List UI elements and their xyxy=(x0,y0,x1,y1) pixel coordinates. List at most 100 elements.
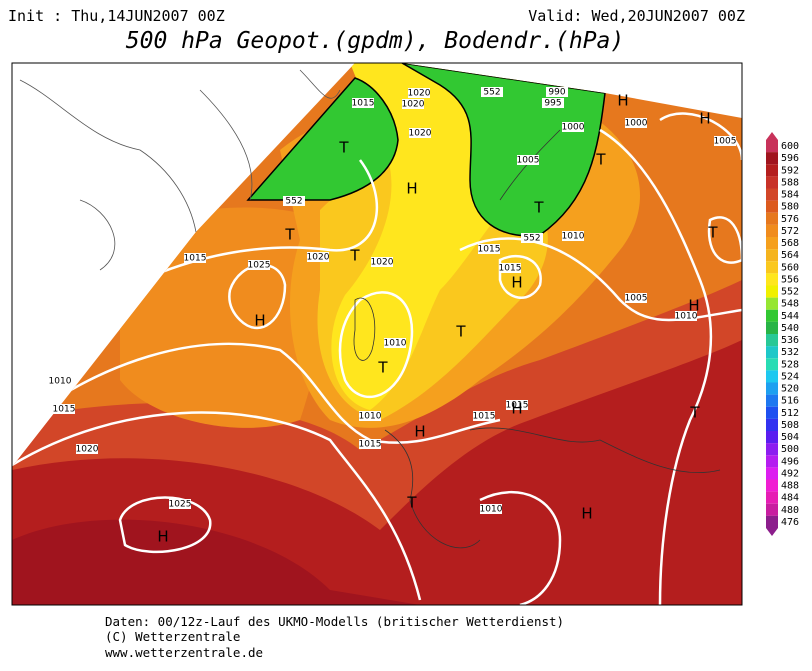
isobar-label-box xyxy=(352,98,374,108)
colorbar-swatch xyxy=(766,418,778,431)
isobar-label-box xyxy=(408,88,430,98)
isobar-label: 552 xyxy=(523,234,540,244)
isobar-label: 1015 xyxy=(352,99,375,109)
isobar-label: 1025 xyxy=(169,500,192,510)
colorbar-swatch xyxy=(766,467,778,480)
pressure-center: H xyxy=(581,505,592,523)
isobar-label: 1020 xyxy=(402,100,425,110)
colorbar-label: 548 xyxy=(781,299,799,310)
colorbar-swatch xyxy=(766,237,778,250)
isobar-label-box xyxy=(402,99,424,109)
pressure-center: H xyxy=(414,423,425,441)
isobar-label-box xyxy=(499,263,521,273)
colorbar-label: 600 xyxy=(781,141,799,152)
isobar-label-box xyxy=(562,231,584,241)
colorbar-swatch xyxy=(766,285,778,298)
isobar-label: 1020 xyxy=(371,258,394,268)
isobar-label-box xyxy=(625,293,647,303)
isobar-label-box xyxy=(76,444,98,454)
isobar-label: 1015 xyxy=(473,412,496,422)
pressure-center: H xyxy=(511,274,522,292)
isobar-label: 1015 xyxy=(53,405,76,415)
pressure-center: T xyxy=(284,226,295,244)
colorbar-swatch xyxy=(766,443,778,456)
colorbar-swatch xyxy=(766,346,778,359)
colorbar-label: 524 xyxy=(781,371,799,382)
colorbar-cap xyxy=(766,132,778,140)
isobar-label: 990 xyxy=(548,88,565,98)
isobar-label: 995 xyxy=(544,99,561,109)
pressure-center: T xyxy=(338,139,349,157)
colorbar-label: 592 xyxy=(781,165,799,176)
colorbar-swatch xyxy=(766,455,778,468)
isobar-label: 1015 xyxy=(478,245,501,255)
colorbar-cap xyxy=(766,528,778,536)
pressure-center: T xyxy=(455,323,466,341)
pressure-center: T xyxy=(595,151,606,169)
colorbar-label: 544 xyxy=(781,311,799,322)
colorbar-swatch xyxy=(766,224,778,237)
colorbar-swatch xyxy=(766,249,778,262)
pressure-center: H xyxy=(699,110,710,128)
colorbar-swatch xyxy=(766,394,778,407)
colorbar-swatch xyxy=(766,479,778,492)
colorbar-label: 572 xyxy=(781,226,799,237)
colorbar-label: 564 xyxy=(781,250,799,261)
isobar-label-box xyxy=(625,118,647,128)
colorbar-swatch xyxy=(766,382,778,395)
isobar-label-box xyxy=(409,128,431,138)
isobar-label: 1015 xyxy=(184,254,207,264)
isobar-label: 552 xyxy=(483,88,500,98)
isobar-label-box xyxy=(283,196,305,206)
isobar-label-box xyxy=(542,98,564,108)
colorbar-swatch xyxy=(766,515,778,528)
footer-line: www.wetterzentrale.de xyxy=(105,645,263,660)
isobar-label-box xyxy=(359,439,381,449)
isobar-label-box xyxy=(371,257,393,267)
isobar-label-box xyxy=(506,400,528,410)
colorbar-swatch xyxy=(766,200,778,213)
colorbar-swatch xyxy=(766,503,778,516)
isobar-label-box xyxy=(481,87,503,97)
isobar-label: 552 xyxy=(285,197,302,207)
isobar-label: 1020 xyxy=(76,445,99,455)
colorbar-swatch xyxy=(766,358,778,371)
pressure-center: H xyxy=(511,400,522,418)
pressure-center: T xyxy=(349,247,360,265)
colorbar-label: 520 xyxy=(781,384,799,395)
colorbar-swatch xyxy=(766,164,778,177)
isobar-label: 1010 xyxy=(359,412,382,422)
colorbar-swatch xyxy=(766,152,778,165)
coastlines xyxy=(19,69,341,271)
isobar-label: 1005 xyxy=(517,156,540,166)
colorbar-swatch xyxy=(766,261,778,274)
isobar-label: 1010 xyxy=(384,339,407,349)
colorbar-label: 528 xyxy=(781,359,799,370)
colorbar-label: 496 xyxy=(781,456,799,467)
isobar-label-box xyxy=(546,87,568,97)
map-frame xyxy=(11,62,743,606)
isobar-label: 1010 xyxy=(480,505,503,515)
colorbar-label: 536 xyxy=(781,335,799,346)
isobar-label: 1010 xyxy=(49,377,72,387)
colorbar-label: 532 xyxy=(781,347,799,358)
colorbar-label: 500 xyxy=(781,444,799,455)
isobar-label-box xyxy=(307,252,329,262)
isobar-label-box xyxy=(169,499,191,509)
colorbar-label: 480 xyxy=(781,505,799,516)
isobar-label-box xyxy=(248,260,270,270)
colorbar-label: 492 xyxy=(781,468,799,479)
colorbar-swatch xyxy=(766,140,778,153)
isobar-label-box xyxy=(184,253,206,263)
colorbar-swatch xyxy=(766,309,778,322)
colorbar-swatch xyxy=(766,431,778,444)
pressure-center: T xyxy=(689,404,700,422)
colorbar: 6005965925885845805765725685645605565525… xyxy=(766,132,799,536)
isobar-label: 1005 xyxy=(714,137,737,147)
colorbar-swatch xyxy=(766,176,778,189)
colorbar-label: 560 xyxy=(781,262,799,273)
isobar-label-box xyxy=(517,155,539,165)
